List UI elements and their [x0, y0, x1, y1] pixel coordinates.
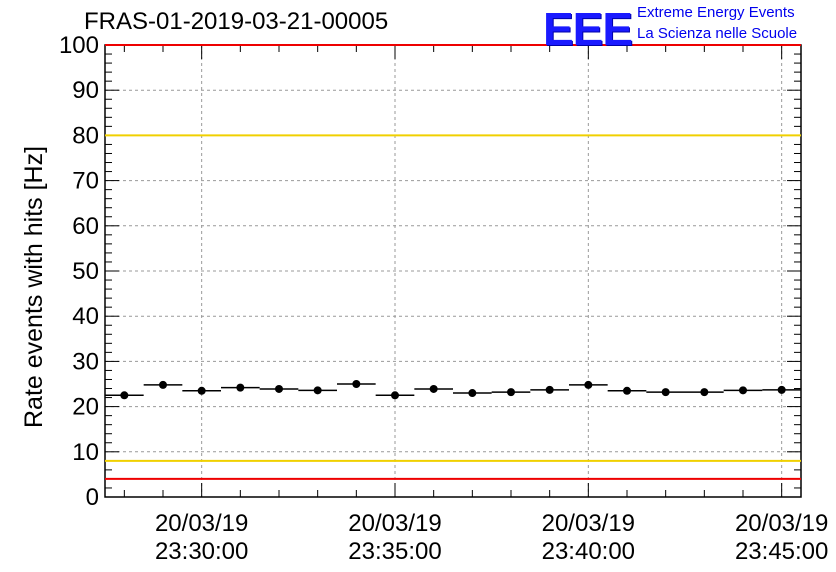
x-tick-label-date: 20/03/19 [155, 510, 248, 537]
y-tick-label: 20 [72, 394, 99, 421]
chart-title: FRAS-01-2019-03-21-00005 [84, 8, 389, 35]
x-tick-label-time: 23:40:00 [542, 538, 635, 565]
data-point [391, 391, 399, 400]
x-tick-label-time: 23:35:00 [348, 538, 441, 565]
data-point [584, 380, 593, 389]
y-tick-label: 100 [59, 32, 99, 59]
data-point [197, 386, 206, 395]
y-tick-label: 40 [72, 303, 99, 330]
data-point [700, 388, 709, 397]
data-point [236, 383, 245, 392]
data-point [429, 384, 438, 393]
data-point [623, 386, 631, 395]
logo-text-line2: La Scienza nelle Scuole [637, 25, 798, 42]
x-tick-label-date: 20/03/19 [348, 510, 441, 537]
y-tick-label: 80 [72, 122, 99, 149]
y-tick-label: 90 [72, 77, 99, 104]
data-point [468, 389, 477, 398]
y-tick-label: 30 [72, 348, 99, 375]
y-tick-label: 0 [86, 484, 99, 511]
data-point [313, 386, 322, 395]
data-point [352, 380, 361, 388]
data-point [545, 385, 554, 394]
data-point [777, 385, 786, 394]
y-tick-label: 70 [72, 168, 99, 195]
logo-text-line1: Extreme Energy Events [637, 4, 795, 21]
data-point [159, 380, 167, 389]
y-tick-label: 10 [72, 439, 99, 466]
x-tick-label-time: 23:45:00 [735, 538, 828, 565]
x-tick-label-date: 20/03/19 [542, 510, 635, 537]
data-point [275, 384, 283, 393]
eee-logo: EEE [543, 3, 633, 55]
data-point [739, 386, 747, 395]
x-tick-label-time: 23:30:00 [155, 538, 248, 565]
x-tick-label-date: 20/03/19 [735, 510, 828, 537]
y-axis-label: Rate events with hits [Hz] [20, 145, 48, 429]
data-point [120, 391, 129, 400]
data-point [507, 388, 515, 397]
y-tick-label: 50 [72, 258, 99, 285]
y-tick-label: 60 [72, 213, 99, 240]
data-point [661, 388, 670, 397]
